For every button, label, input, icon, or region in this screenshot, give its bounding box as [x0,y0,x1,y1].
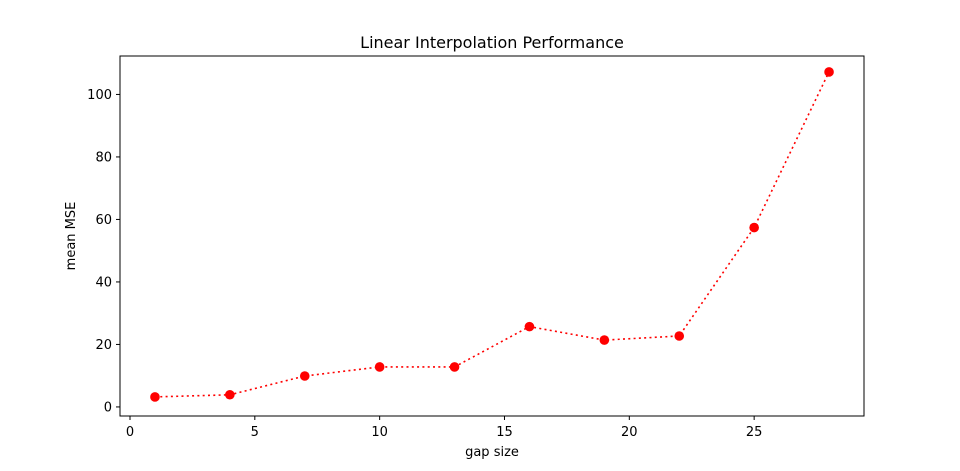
y-tick-label: 60 [95,213,112,228]
chart-title: Linear Interpolation Performance [360,33,624,52]
data-point [374,362,385,372]
y-tick-label: 20 [95,338,112,353]
series-layer [150,67,834,402]
y-tick-label: 0 [104,400,112,415]
y-tick-label: 100 [87,88,112,103]
y-tick-label: 80 [95,150,112,165]
data-point [824,67,834,77]
series-line [154,71,830,398]
x-tick-label: 20 [621,425,638,440]
x-axis-label: gap size [465,445,519,460]
y-axis-label: mean MSE [64,202,79,271]
data-point [599,335,610,345]
data-point [524,321,535,332]
x-tick-label: 10 [371,425,388,440]
y-axis-ticks: 0 20 40 60 80 100 [87,88,120,415]
data-point [674,331,685,341]
y-tick-label: 40 [95,275,112,290]
data-point [449,362,460,372]
x-tick-label: 25 [746,425,763,440]
data-point [225,389,235,400]
x-tick-label: 15 [496,425,513,440]
data-point [749,222,759,233]
x-axis-ticks: 0 5 10 15 20 25 [126,416,763,440]
data-point [299,371,310,381]
plot-frame [119,55,865,417]
data-point [150,392,160,402]
x-tick-label: 5 [251,425,259,440]
x-tick-label: 0 [126,425,134,440]
